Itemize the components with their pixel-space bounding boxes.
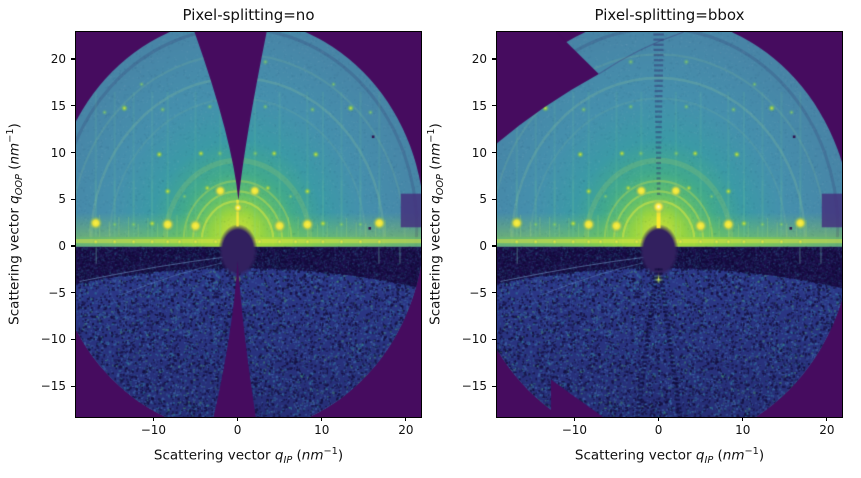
y-tick-label: −10 <box>40 332 66 347</box>
axes-frame <box>75 31 422 418</box>
y-tick-label: −5 <box>48 285 66 300</box>
y-tick-mark <box>71 245 75 247</box>
x-tick-mark <box>405 417 407 421</box>
detector-image-canvas-right <box>497 32 842 417</box>
detector-image-canvas-left <box>76 32 421 417</box>
y-axis-label: Scattering vector qOOP (nm−1) <box>5 123 25 325</box>
y-tick-label: 10 <box>50 145 66 160</box>
y-axis-unit-close: ) <box>6 123 23 129</box>
x-axis-unit-close: ) <box>337 447 344 464</box>
y-tick-mark <box>492 58 496 60</box>
subplot-pixel-splitting-no: Pixel-splitting=no Scattering vector qIP… <box>5 6 422 466</box>
x-axis-subscript: IP <box>704 455 714 467</box>
y-tick-mark <box>71 151 75 154</box>
y-tick-label: 0 <box>58 238 66 253</box>
y-tick-mark <box>492 338 496 341</box>
x-tick-mark <box>236 417 239 421</box>
y-tick-mark <box>71 292 75 294</box>
y-axis-unit-close: ) <box>427 123 444 129</box>
y-tick-label: 15 <box>50 98 66 113</box>
y-axis-unit: nm <box>6 142 23 165</box>
y-tick-mark <box>492 105 496 107</box>
y-tick-label: 0 <box>479 238 487 253</box>
x-tick-mark <box>826 417 828 421</box>
x-axis-unit: nm <box>722 447 745 464</box>
y-tick-mark <box>492 385 496 387</box>
x-tick-label: 20 <box>398 423 414 437</box>
y-tick-label: 5 <box>479 192 487 207</box>
y-axis-label-text: Scattering vector <box>6 203 23 325</box>
axes-frame <box>496 31 843 418</box>
y-axis-unit-open: ( <box>6 164 23 175</box>
y-axis-label-text: Scattering vector <box>427 203 444 325</box>
y-axis-unit: nm <box>427 142 444 165</box>
x-axis-label: Scattering vector qIP (nm−1) <box>497 446 842 466</box>
y-axis-unit-exponent: −1 <box>4 128 16 143</box>
y-axis-subscript: OOP <box>435 174 447 196</box>
x-tick-label: 0 <box>654 423 663 437</box>
y-axis-subscript: OOP <box>14 174 26 196</box>
y-tick-label: −10 <box>461 332 487 347</box>
subplot-title: Pixel-splitting=no <box>182 6 315 24</box>
x-axis-unit-open: ( <box>713 447 723 464</box>
x-tick-mark <box>321 417 323 421</box>
y-tick-mark <box>71 338 75 341</box>
x-tick-mark <box>657 417 660 421</box>
y-tick-label: 20 <box>471 52 487 67</box>
y-tick-label: 20 <box>50 52 66 67</box>
x-tick-label: 10 <box>314 423 330 437</box>
y-axis-symbol: q <box>6 195 23 204</box>
y-tick-mark <box>492 198 496 200</box>
y-axis-unit-open: ( <box>427 164 444 175</box>
x-axis-label: Scattering vector qIP (nm−1) <box>76 446 421 466</box>
x-axis-unit-exponent: −1 <box>323 446 338 457</box>
x-axis-unit-exponent: −1 <box>744 446 759 457</box>
y-tick-mark <box>71 198 75 200</box>
y-axis-label: Scattering vector qOOP (nm−1) <box>426 123 446 325</box>
x-axis-subscript: IP <box>283 455 293 467</box>
subplot-title: Pixel-splitting=bbox <box>594 6 745 24</box>
y-tick-mark <box>492 292 496 294</box>
y-axis-symbol: q <box>427 195 444 204</box>
x-tick-mark <box>742 417 744 421</box>
y-tick-label: −5 <box>469 285 487 300</box>
x-axis-unit-open: ( <box>292 447 302 464</box>
x-tick-mark <box>152 417 154 421</box>
x-axis-symbol: q <box>274 447 284 464</box>
y-tick-mark <box>71 58 75 60</box>
x-axis-symbol: q <box>695 447 705 464</box>
y-tick-label: 5 <box>58 192 66 207</box>
x-axis-unit: nm <box>301 447 324 464</box>
y-tick-mark <box>492 245 496 247</box>
y-tick-mark <box>71 385 75 387</box>
y-tick-mark <box>492 151 496 154</box>
x-axis-label-text: Scattering vector <box>153 447 275 464</box>
y-axis-unit-exponent: −1 <box>425 128 437 143</box>
y-tick-mark <box>71 105 75 107</box>
x-axis-unit-close: ) <box>758 447 765 464</box>
y-tick-label: −15 <box>461 379 487 394</box>
y-tick-label: 10 <box>471 145 487 160</box>
x-tick-label: 20 <box>819 423 835 437</box>
y-tick-label: −15 <box>40 379 66 394</box>
x-tick-label: 0 <box>233 423 242 437</box>
x-tick-label: −10 <box>140 423 167 437</box>
x-tick-mark <box>573 417 575 421</box>
x-tick-label: 10 <box>735 423 751 437</box>
y-tick-label: 15 <box>471 98 487 113</box>
x-tick-label: −10 <box>561 423 588 437</box>
x-axis-label-text: Scattering vector <box>574 447 696 464</box>
subplot-pixel-splitting-bbox: Pixel-splitting=bbox Scattering vector q… <box>426 6 843 466</box>
